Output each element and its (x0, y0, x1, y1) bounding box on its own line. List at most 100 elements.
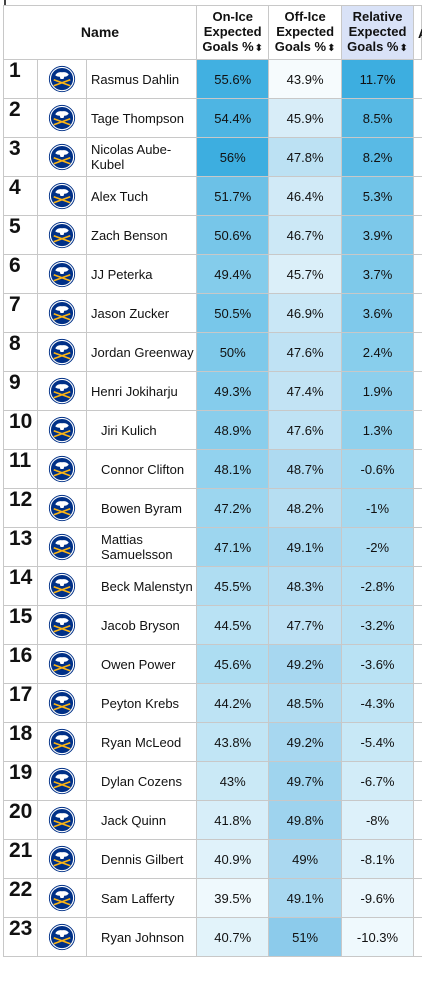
player-name-cell[interactable]: Nicolas Aube-Kubel (86, 137, 197, 177)
team-logo-cell (36, 59, 88, 99)
table-row[interactable]: 20 Jack Quinn 41.8% 49.8% -8% (3, 800, 422, 840)
buffalo-sabres-logo-icon (47, 64, 77, 94)
on-ice-xg-value: 44.5% (214, 617, 252, 633)
next-column-cell-partial (413, 449, 422, 489)
on-ice-xg-cell: 50.6% (195, 215, 270, 255)
player-name-cell[interactable]: Beck Malenstyn (86, 566, 197, 606)
off-ice-xg-cell: 49.2% (268, 722, 342, 762)
next-column-cell-partial (413, 488, 422, 528)
on-ice-xg-cell: 50.5% (195, 293, 270, 333)
off-ice-xg-value: 46.4% (286, 188, 324, 204)
player-name-cell[interactable]: Rasmus Dahlin (86, 59, 197, 99)
player-name-cell[interactable]: Peyton Krebs (86, 683, 197, 723)
rank-cell: 23 (3, 917, 38, 957)
table-row[interactable]: 13 Mattias Samuelsson 47.1% 49.1% -2% (3, 527, 422, 567)
rank-cell: 3 (3, 137, 38, 177)
player-name-cell[interactable]: Ryan Johnson (86, 917, 197, 957)
relative-xg-value: -9.6% (360, 890, 395, 906)
table-row[interactable]: 7 Jason Zucker 50.5% 46.9% 3.6% (3, 293, 422, 333)
table-row[interactable]: 4 Alex Tuch 51.7% 46.4% 5.3% (3, 176, 422, 216)
table-row[interactable]: 18 Ryan McLeod 43.8% 49.2% -5.4% (3, 722, 422, 762)
player-name-cell[interactable]: Jacob Bryson (86, 605, 197, 645)
player-name-cell[interactable]: Connor Clifton (86, 449, 197, 489)
table-row[interactable]: 5 Zach Benson 50.6% 46.7% 3.9% (3, 215, 422, 255)
off-ice-xg-value: 47.8% (286, 149, 324, 165)
player-name-cell[interactable]: Jiri Kulich (86, 410, 197, 450)
on-ice-xg-value: 43.8% (214, 734, 252, 750)
table-row[interactable]: 8 Jordan Greenway 50% 47.6% 2.4% (3, 332, 422, 372)
relative-header-line1: Relative (352, 9, 403, 24)
relative-xg-value: -3.2% (360, 617, 395, 633)
relative-xg-cell: 5.3% (340, 176, 415, 216)
on-ice-xg-cell: 45.6% (195, 644, 270, 684)
player-name-cell[interactable]: Dennis Gilbert (86, 839, 197, 879)
on-ice-column-header[interactable]: On-Ice Expected Goals %⬍ (195, 5, 270, 60)
table-row[interactable]: 12 Bowen Byram 47.2% 48.2% -1% (3, 488, 422, 528)
sort-icon[interactable]: ⬍ (399, 43, 408, 54)
buffalo-sabres-logo-icon (47, 688, 77, 718)
player-name: Alex Tuch (91, 188, 149, 204)
player-name-cell[interactable]: Alex Tuch (86, 176, 197, 216)
player-name-cell[interactable]: Mattias Samuelsson (86, 527, 197, 567)
off-ice-xg-value: 46.9% (286, 305, 324, 321)
player-name-cell[interactable]: Tage Thompson (86, 98, 197, 138)
on-ice-xg-value: 44.2% (214, 695, 252, 711)
table-row[interactable]: 9 Henri Jokiharju 49.3% 47.4% 1.9% (3, 371, 422, 411)
relative-xg-value: 2.4% (362, 344, 393, 360)
player-name-cell[interactable]: Henri Jokiharju (86, 371, 197, 411)
table-row[interactable]: 14 Beck Malenstyn 45.5% 48.3% -2.8% (3, 566, 422, 606)
on-ice-header-line1: On-Ice (212, 9, 253, 24)
player-name-cell[interactable]: Dylan Cozens (86, 761, 197, 801)
on-ice-xg-cell: 55.6% (195, 59, 270, 99)
team-logo-cell (36, 917, 88, 957)
player-name-cell[interactable]: Sam Lafferty (86, 878, 197, 918)
off-ice-xg-value: 49.7% (286, 773, 324, 789)
name-column-header[interactable]: Name (3, 5, 197, 60)
off-ice-xg-cell: 45.7% (268, 254, 342, 294)
relative-xg-cell: -2% (340, 527, 415, 567)
rank-cell: 13 (3, 527, 38, 567)
player-name-cell[interactable]: JJ Peterka (86, 254, 197, 294)
team-logo-cell (36, 878, 88, 918)
off-ice-xg-value: 43.9% (286, 71, 324, 87)
table-row[interactable]: 17 Peyton Krebs 44.2% 48.5% -4.3% (3, 683, 422, 723)
table-row[interactable]: 22 Sam Lafferty 39.5% 49.1% -9.6% (3, 878, 422, 918)
off-ice-xg-cell: 48.7% (268, 449, 342, 489)
off-ice-xg-value: 49.2% (286, 656, 324, 672)
player-name-cell[interactable]: Bowen Byram (86, 488, 197, 528)
table-row[interactable]: 3 Nicolas Aube-Kubel 56% 47.8% 8.2% (3, 137, 422, 177)
table-row[interactable]: 10 Jiri Kulich 48.9% 47.6% 1.3% (3, 410, 422, 450)
table-row[interactable]: 23 Ryan Johnson 40.7% 51% -10.3% (3, 917, 422, 957)
table-row[interactable]: 11 Connor Clifton 48.1% 48.7% -0.6% (3, 449, 422, 489)
table-row[interactable]: 2 Tage Thompson 54.4% 45.9% 8.5% (3, 98, 422, 138)
relative-xg-cell: -0.6% (340, 449, 415, 489)
off-ice-column-header[interactable]: Off-Ice Expected Goals %⬍ (268, 5, 342, 60)
player-name-cell[interactable]: Owen Power (86, 644, 197, 684)
player-name: Sam Lafferty (101, 890, 175, 906)
player-name: Jack Quinn (101, 812, 167, 828)
table-row[interactable]: 15 Jacob Bryson 44.5% 47.7% -3.2% (3, 605, 422, 645)
rank-cell: 18 (3, 722, 38, 762)
on-ice-xg-cell: 40.7% (195, 917, 270, 957)
player-name-cell[interactable]: Jason Zucker (86, 293, 197, 333)
table-row[interactable]: 6 JJ Peterka 49.4% 45.7% 3.7% (3, 254, 422, 294)
player-name-cell[interactable]: Jack Quinn (86, 800, 197, 840)
sort-icon[interactable]: ⬍ (327, 43, 336, 54)
rank-number: 6 (9, 254, 21, 277)
table-row[interactable]: 1 Rasmus Dahlin 55.6% 43.9% 11.7% (3, 59, 422, 99)
table-row[interactable]: 19 Dylan Cozens 43% 49.7% -6.7% (3, 761, 422, 801)
off-ice-xg-cell: 47.4% (268, 371, 342, 411)
buffalo-sabres-logo-icon (47, 259, 77, 289)
player-name: Jiri Kulich (101, 422, 157, 438)
player-name-cell[interactable]: Jordan Greenway (86, 332, 197, 372)
rank-cell: 10 (3, 410, 38, 450)
table-row[interactable]: 21 Dennis Gilbert 40.9% 49% -8.1% (3, 839, 422, 879)
sort-icon[interactable]: ⬍ (254, 43, 264, 54)
team-logo-cell (36, 215, 88, 255)
relative-xg-value: 3.6% (362, 305, 393, 321)
player-name-cell[interactable]: Zach Benson (86, 215, 197, 255)
table-row[interactable]: 16 Owen Power 45.6% 49.2% -3.6% (3, 644, 422, 684)
relative-column-header[interactable]: Relative Expected Goals %⬍ (340, 5, 415, 60)
off-ice-xg-value: 47.6% (286, 422, 324, 438)
player-name-cell[interactable]: Ryan McLeod (86, 722, 197, 762)
